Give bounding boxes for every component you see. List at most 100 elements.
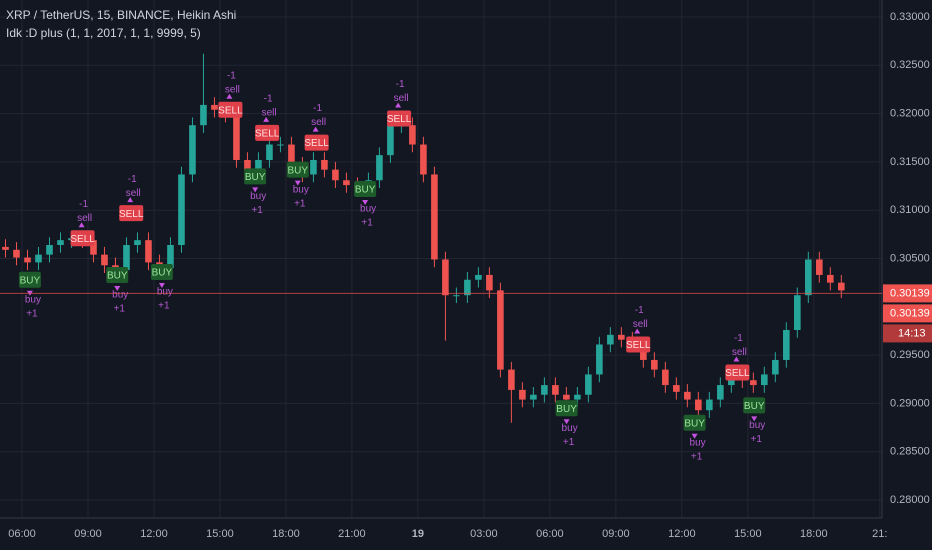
candle-body <box>651 359 658 370</box>
signal-box <box>150 264 173 281</box>
signal-note: sell <box>262 108 277 119</box>
signal-note: buy <box>749 420 765 431</box>
candle-body <box>486 274 493 291</box>
signal-arrow <box>78 222 85 228</box>
signal-label: BUY <box>684 418 705 429</box>
y-tick-label: 0.32000 <box>890 108 930 120</box>
candle-body <box>563 394 570 400</box>
signal-note: buy <box>157 287 173 298</box>
signal-arrow <box>634 328 641 334</box>
candle-body <box>596 344 603 375</box>
candle-body <box>552 385 559 395</box>
candle-body <box>541 385 548 395</box>
x-tick-label: 06:00 <box>8 528 36 540</box>
candle-body <box>508 369 515 390</box>
candle-body <box>123 244 130 271</box>
x-tick-label: 15:00 <box>734 528 762 540</box>
candle-body <box>409 125 416 145</box>
signal-arrow <box>312 126 319 132</box>
signal-label: SELL <box>70 234 95 245</box>
grid <box>0 0 882 518</box>
signal-arrow <box>252 187 259 193</box>
signal-arrow <box>733 356 740 362</box>
candle-body <box>35 254 42 263</box>
signal-label: SELL <box>626 340 651 351</box>
signal-box <box>743 397 766 414</box>
candle-body <box>838 282 845 291</box>
y-tick-label: 0.32500 <box>890 59 930 71</box>
y-tick-label: 0.28000 <box>890 494 930 506</box>
candle-body <box>816 259 823 275</box>
signal-count: +1 <box>114 304 126 315</box>
x-tick-label: 21:00 <box>338 528 366 540</box>
signal-note: buy <box>360 204 376 215</box>
signal-box <box>683 414 706 431</box>
y-tick-label: 0.31000 <box>890 204 930 216</box>
candle-body <box>750 380 757 386</box>
plot: BUY buy +1 SELL sell -1 BUY buy +1 SELL sell -1 BUY b… <box>2 53 845 462</box>
signal-arrow <box>563 419 570 425</box>
signal-note: buy <box>562 423 578 434</box>
signal-note: buy <box>25 294 41 305</box>
signal-arrow <box>158 283 165 289</box>
signal-arrow <box>751 416 758 422</box>
candle-body <box>761 374 768 386</box>
y-tick-label: 0.31500 <box>890 156 930 168</box>
signal-count: +1 <box>26 308 38 319</box>
candle-body <box>827 274 834 283</box>
candle-body <box>90 240 97 255</box>
signal-count: +1 <box>691 451 703 462</box>
signal-label: SELL <box>725 368 750 379</box>
price-label-box <box>883 304 932 323</box>
candle-body <box>772 359 779 375</box>
x-tick-label: 09:00 <box>74 528 102 540</box>
candle-body <box>288 144 295 165</box>
signal-count: -1 <box>264 94 273 105</box>
signal-label: BUY <box>744 401 765 412</box>
candle-body <box>134 240 141 245</box>
signal-box <box>555 400 578 417</box>
candle-body <box>332 169 339 181</box>
candle-body <box>46 244 53 255</box>
y-tick-label: 0.29500 <box>890 349 930 361</box>
candle-body <box>420 144 427 175</box>
signal-count: +1 <box>361 218 373 229</box>
candle-body <box>585 374 592 395</box>
signal-box <box>286 161 309 178</box>
x-tick-label: 12:00 <box>668 528 696 540</box>
signal-label: BUY <box>355 185 376 196</box>
candle-body <box>277 144 284 146</box>
candle-body <box>805 259 812 296</box>
price-label: 0.30139 <box>890 307 930 319</box>
signal-arrow <box>294 180 301 186</box>
candle-body <box>211 104 218 110</box>
indicator-title: Idk :D plus (1, 1, 2017, 1, 1, 9999, 5) <box>6 26 201 40</box>
signal-arrow <box>691 433 698 439</box>
candle-body <box>695 399 702 411</box>
candle-body <box>717 385 724 400</box>
signal-count: -1 <box>734 333 743 344</box>
signal-label: SELL <box>218 105 243 116</box>
signal-count: -1 <box>396 79 405 90</box>
y-tick-label: 0.28500 <box>890 446 930 458</box>
signal-note: sell <box>225 84 240 95</box>
x-tick-label: 18:00 <box>272 528 300 540</box>
y-tick-label: 0.30500 <box>890 252 930 264</box>
candle-body <box>574 394 581 400</box>
candle-body <box>618 334 625 340</box>
candle-body <box>233 114 240 160</box>
candle-body <box>662 369 669 386</box>
signal-box <box>387 110 412 127</box>
signal-label: BUY <box>20 275 41 286</box>
candle-body <box>244 159 251 170</box>
x-tick-label: 09:00 <box>602 528 630 540</box>
signal-arrow <box>114 285 121 291</box>
signal-note: sell <box>311 117 326 128</box>
x-tick-label: 18:00 <box>800 528 828 540</box>
signal-arrow <box>395 102 402 108</box>
signal-label: BUY <box>245 172 266 183</box>
x-tick-label: 06:00 <box>536 528 564 540</box>
signal-count: -1 <box>313 103 322 114</box>
